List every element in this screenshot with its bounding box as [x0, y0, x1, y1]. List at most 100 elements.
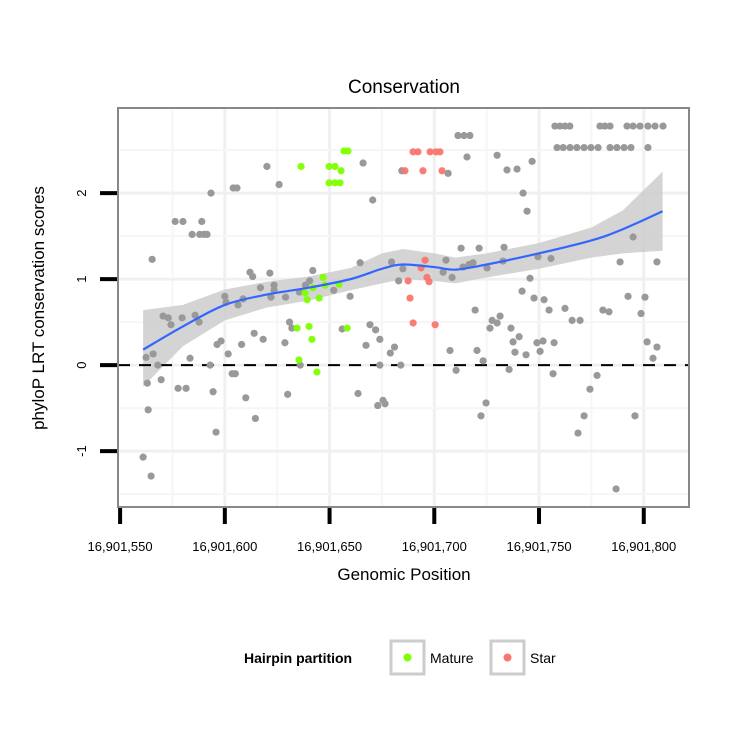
- data-point-other: [643, 338, 651, 346]
- data-point-other: [587, 143, 595, 152]
- data-point-other: [359, 159, 367, 167]
- data-point-other: [366, 321, 374, 329]
- data-point-other: [530, 294, 538, 302]
- y-tick-label: 1: [74, 276, 89, 283]
- data-point-other: [231, 370, 239, 378]
- data-point-other: [249, 272, 257, 281]
- data-point-other: [356, 259, 364, 267]
- data-point-other: [284, 390, 292, 398]
- data-point-other: [550, 339, 558, 347]
- data-point-other: [473, 346, 481, 355]
- data-point-other: [263, 162, 271, 171]
- data-point-other: [594, 143, 602, 152]
- legend-marker-mature: [403, 653, 412, 662]
- data-point-other: [482, 399, 490, 407]
- data-point-other: [178, 314, 186, 322]
- data-point-other: [390, 343, 399, 351]
- data-point-other: [250, 329, 258, 337]
- data-point-other: [203, 230, 211, 239]
- data-point-other: [372, 326, 380, 334]
- x-tick-label: 16,901,700: [402, 539, 467, 554]
- data-point-other: [644, 122, 652, 130]
- data-point-mature: [293, 324, 301, 332]
- data-point-mature: [305, 322, 313, 331]
- data-point-mature: [319, 273, 327, 282]
- data-point-other: [637, 309, 645, 318]
- data-point-star: [414, 148, 422, 156]
- data-point-mature: [308, 335, 316, 343]
- data-point-other: [212, 428, 220, 436]
- data-point-other: [556, 122, 564, 130]
- data-point-other: [309, 266, 317, 275]
- data-point-other: [237, 340, 246, 349]
- x-tick-label: 16,901,800: [611, 539, 676, 554]
- data-point-other: [442, 256, 450, 264]
- data-point-mature: [325, 162, 333, 171]
- data-point-other: [545, 306, 553, 314]
- data-point-mature: [295, 356, 303, 364]
- data-point-other: [454, 131, 462, 140]
- x-axis: 16,901,550 16,901,600 16,901,650 16,901,700…: [88, 508, 676, 554]
- data-point-other: [444, 169, 452, 177]
- data-point-other: [561, 304, 569, 312]
- x-tick-label: 16,901,650: [297, 539, 362, 554]
- data-point-other: [452, 366, 460, 374]
- data-point-mature: [344, 147, 352, 155]
- data-point-mature: [303, 296, 311, 304]
- data-point-other: [457, 244, 465, 252]
- x-axis-label: Genomic Position: [337, 565, 470, 584]
- data-point-star: [431, 321, 439, 329]
- confidence-band-area: [143, 171, 663, 387]
- data-point-other: [395, 277, 403, 285]
- data-point-mature: [301, 289, 309, 297]
- data-point-other: [399, 265, 407, 273]
- data-point-other: [446, 346, 454, 355]
- data-point-other: [576, 316, 584, 324]
- data-point-other: [613, 143, 621, 152]
- data-point-other: [479, 357, 487, 365]
- data-point-other: [547, 254, 555, 263]
- data-point-star: [421, 256, 429, 264]
- data-point-other: [251, 414, 260, 423]
- data-point-other: [195, 318, 203, 326]
- data-point-other: [143, 379, 151, 387]
- data-point-mature: [325, 179, 333, 187]
- data-point-other: [477, 412, 485, 420]
- data-point-other: [182, 384, 190, 392]
- data-point-other: [593, 371, 601, 380]
- data-point-other: [475, 244, 483, 252]
- data-point-other: [157, 376, 165, 384]
- confidence-band: [143, 171, 663, 387]
- data-point-other: [526, 274, 534, 282]
- data-point-mature: [313, 368, 321, 376]
- data-point-star: [425, 278, 433, 286]
- data-point-other: [606, 122, 614, 130]
- data-point-other: [623, 122, 631, 130]
- data-point-other: [606, 143, 614, 152]
- legend-label-mature: Mature: [430, 650, 474, 666]
- data-point-other: [463, 153, 471, 161]
- data-point-other: [649, 354, 657, 362]
- data-point-other: [224, 350, 232, 358]
- data-point-other: [549, 370, 557, 378]
- data-point-other: [620, 143, 628, 152]
- legend-title: Hairpin partition: [244, 650, 352, 666]
- legend: Hairpin partition Mature Star: [244, 639, 556, 676]
- data-point-other: [154, 361, 162, 369]
- data-point-other: [566, 122, 574, 130]
- data-point-other: [217, 337, 225, 345]
- data-point-mature: [331, 162, 339, 171]
- data-point-other: [629, 233, 637, 241]
- plot-panel-border: [117, 107, 690, 508]
- data-point-other: [513, 165, 521, 173]
- data-point-other: [346, 292, 354, 300]
- y-tick-label: -1: [74, 445, 89, 457]
- data-point-other: [209, 388, 217, 396]
- data-point-other: [486, 324, 494, 332]
- data-point-other: [386, 349, 394, 357]
- data-point-mature: [297, 162, 305, 171]
- data-point-star: [438, 167, 446, 175]
- data-point-star: [419, 167, 427, 175]
- data-point-other: [580, 143, 588, 152]
- data-point-other: [439, 268, 447, 276]
